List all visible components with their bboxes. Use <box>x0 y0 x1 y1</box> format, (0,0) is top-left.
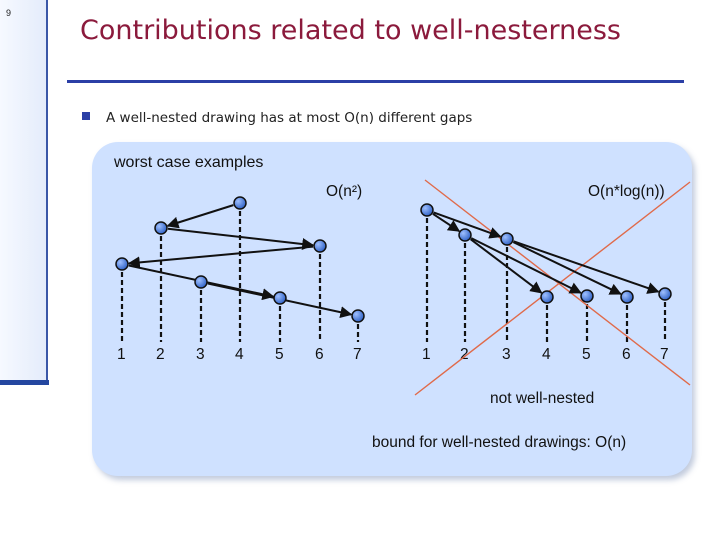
panel-heading: worst case examples <box>114 154 264 171</box>
left-edge-6-1 <box>127 245 314 269</box>
right-edge-3-7 <box>513 240 660 294</box>
right-edge-2-5 <box>470 237 582 294</box>
arrow-edges <box>127 204 660 319</box>
left-node-3 <box>194 275 208 289</box>
left-decor-bar-foot <box>0 380 49 385</box>
left-node-2 <box>154 221 168 235</box>
left-node-4 <box>233 196 247 210</box>
right-node-1 <box>420 203 434 217</box>
left-complexity-label: O(n²) <box>326 183 363 200</box>
bound-label: bound for well-nested drawings: O(n) <box>372 434 627 451</box>
right-tick-6: 6 <box>622 346 631 363</box>
right-tick-7: 7 <box>660 346 669 363</box>
left-node-1 <box>115 257 129 271</box>
left-tick-2: 2 <box>156 346 165 363</box>
left-edge-2-6 <box>167 227 315 250</box>
left-tick-6: 6 <box>315 346 324 363</box>
left-tick-3: 3 <box>196 346 205 363</box>
node-dots <box>115 196 672 323</box>
left-tick-7: 7 <box>353 346 362 363</box>
left-node-7 <box>351 309 365 323</box>
right-edge-1-3 <box>433 211 502 239</box>
left-node-5 <box>273 291 287 305</box>
left-tick-5: 5 <box>275 346 284 363</box>
right-tick-2: 2 <box>460 346 469 363</box>
right-tick-3: 3 <box>502 346 511 363</box>
cross-line-2 <box>414 181 691 396</box>
right-complexity-label: O(n*log(n)) <box>588 183 665 200</box>
right-node-4 <box>540 290 554 304</box>
bullet-text: A well-nested drawing has at most O(n) d… <box>106 110 473 126</box>
right-edge-1-2 <box>432 213 461 232</box>
right-node-6 <box>620 290 634 304</box>
bullet-square-icon <box>82 112 90 120</box>
left-edge-4-2 <box>166 204 234 229</box>
not-well-nested-label: not well-nested <box>490 390 595 407</box>
right-tick-4: 4 <box>542 346 551 363</box>
slide-number: 9 <box>6 8 12 18</box>
left-decor-bar <box>0 0 48 384</box>
right-node-2 <box>458 228 472 242</box>
left-tick-1: 1 <box>117 346 126 363</box>
right-tick-5: 5 <box>582 346 591 363</box>
right-tick-1: 1 <box>422 346 431 363</box>
right-node-7 <box>658 287 672 301</box>
cross-line-1 <box>424 179 691 386</box>
right-node-3 <box>500 232 514 246</box>
cross-out-lines <box>414 179 691 396</box>
vertical-stems <box>120 203 667 342</box>
left-tick-4: 4 <box>235 346 244 363</box>
right-edge-2-4 <box>469 238 543 294</box>
slide-title: Contributions related to well-nesterness <box>80 15 621 46</box>
left-node-6 <box>313 239 327 253</box>
right-node-5 <box>580 289 594 303</box>
right-edge-3-6 <box>512 241 622 295</box>
title-underline <box>67 80 684 83</box>
